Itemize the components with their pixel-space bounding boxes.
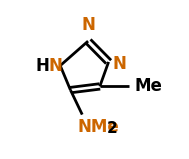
Text: N: N [113, 55, 127, 73]
Text: H: H [36, 57, 50, 75]
Text: Me: Me [135, 77, 163, 95]
Text: 2: 2 [107, 121, 118, 135]
Text: NMe: NMe [78, 118, 120, 136]
Text: N: N [81, 16, 95, 34]
Text: N: N [49, 57, 63, 75]
